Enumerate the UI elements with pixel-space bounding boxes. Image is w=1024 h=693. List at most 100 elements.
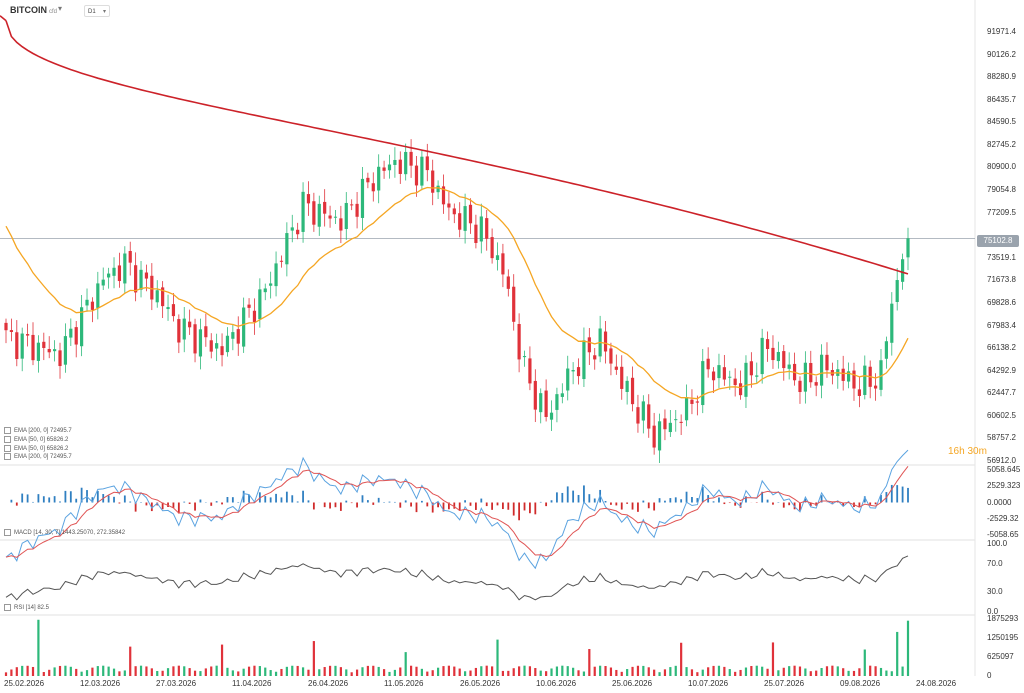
volume-bar — [528, 666, 532, 676]
candle-body — [398, 159, 402, 174]
settings-icon[interactable] — [4, 427, 11, 434]
candle-body — [782, 351, 786, 369]
candle-body — [657, 421, 662, 451]
chart-toolbar: BITCOIN cfd ▾ D1 ▾ — [0, 0, 975, 22]
candle-body — [468, 204, 473, 224]
settings-icon[interactable] — [4, 453, 11, 460]
volume-bar — [658, 672, 661, 676]
volume-bar — [739, 669, 742, 676]
candle-body — [193, 324, 197, 354]
candle-body — [560, 393, 564, 397]
candle-body — [771, 347, 775, 361]
candle-body — [161, 287, 165, 307]
candle-body — [377, 166, 381, 191]
candle-body — [825, 354, 829, 371]
volume-bar — [247, 666, 251, 676]
volume-bar — [215, 665, 218, 676]
current-price-tag: 75102.8 — [977, 235, 1019, 247]
volume-bar — [642, 665, 645, 676]
volume-bar — [328, 665, 332, 676]
candle-body — [252, 310, 257, 323]
volume-bar — [588, 649, 591, 676]
candle-body — [80, 307, 84, 347]
candle-body — [112, 267, 116, 276]
volume-bar — [129, 646, 132, 676]
rsi-tick-label: 70.0 — [987, 559, 1003, 569]
volume-bar — [334, 665, 337, 676]
volume-bar — [37, 619, 40, 676]
volume-bar — [399, 667, 402, 676]
volume-tick-label: 0 — [987, 671, 992, 680]
date-tick-label: 11.05.2026 — [384, 679, 424, 688]
volume-bar — [577, 670, 580, 676]
candle-body — [733, 378, 737, 386]
volume-bar — [447, 665, 450, 676]
legend-rsi[interactable]: RSI [14] 82.5 — [4, 604, 49, 611]
symbol-selector[interactable]: BITCOIN cfd — [10, 5, 57, 15]
candle-body — [74, 327, 78, 345]
candle-body — [290, 227, 294, 231]
candle-body — [846, 371, 851, 382]
candle-body — [798, 380, 802, 393]
volume-bar — [572, 667, 575, 676]
candle-body — [360, 178, 365, 218]
legend-ema200[interactable]: EMA [200, 0] 72495.7 — [4, 427, 72, 434]
candle-body — [717, 365, 721, 379]
candle-body — [506, 276, 510, 289]
candle-body — [587, 337, 591, 353]
timeframe-dropdown[interactable]: D1 ▾ — [84, 5, 110, 17]
volume-bar — [782, 667, 785, 676]
legend-ema50-2[interactable]: EMA [50, 0] 65826.2 — [4, 445, 68, 452]
volume-bar — [442, 666, 445, 676]
volume-bar — [496, 639, 499, 676]
price-tick-label: 73519.1 — [987, 252, 1016, 262]
volume-bar — [523, 665, 526, 676]
candle-body — [647, 404, 651, 429]
volume-bar — [561, 665, 564, 676]
volume-bar — [296, 665, 299, 676]
volume-bar — [377, 666, 380, 676]
price-tick-label: 60602.5 — [987, 410, 1016, 420]
volume-bar — [355, 669, 359, 676]
chevron-down-icon[interactable]: ▾ — [58, 4, 63, 13]
candle-body — [814, 382, 818, 386]
candle-body — [663, 418, 667, 430]
volume-bar — [707, 667, 710, 676]
candle-body — [274, 263, 278, 287]
candle-body — [9, 330, 14, 333]
candle-body — [841, 368, 845, 381]
candle-body — [701, 361, 705, 406]
price-tick-label: 80900.0 — [987, 162, 1016, 172]
candle-body — [819, 354, 824, 386]
volume-bar — [836, 666, 839, 676]
legend-ema50[interactable]: EMA [50, 0] 65826.2 — [4, 436, 68, 443]
candle-body — [528, 358, 532, 384]
volume-bar — [723, 666, 726, 676]
candle-body — [15, 332, 19, 360]
settings-icon[interactable] — [4, 529, 11, 536]
volume-bar — [339, 667, 342, 676]
volume-bar — [771, 642, 775, 676]
candle-body — [366, 177, 370, 183]
candle-body — [355, 203, 359, 217]
candle-body — [495, 255, 500, 260]
settings-icon[interactable] — [4, 445, 11, 452]
candle-body — [269, 283, 273, 286]
volume-bar — [31, 666, 35, 676]
candle-body — [242, 307, 246, 347]
legend-macd[interactable]: MACD [14, 30, 7] 1443.25070, 272.35842 — [4, 529, 125, 536]
candle-body — [787, 364, 791, 369]
candle-body — [198, 329, 203, 357]
candle-body — [409, 151, 413, 166]
legend-label: MACD [14, 30, 7] 1443.25070, 272.35842 — [14, 530, 126, 537]
settings-icon[interactable] — [4, 436, 11, 443]
legend-ema200-2[interactable]: EMA [200, 0] 72495.7 — [4, 453, 72, 460]
volume-bar — [226, 667, 229, 676]
volume-bar — [393, 669, 396, 676]
candle-body — [166, 307, 170, 310]
candle-body — [344, 202, 348, 230]
candle-body — [63, 336, 68, 365]
candle-body — [474, 224, 478, 243]
settings-icon[interactable] — [4, 604, 11, 611]
